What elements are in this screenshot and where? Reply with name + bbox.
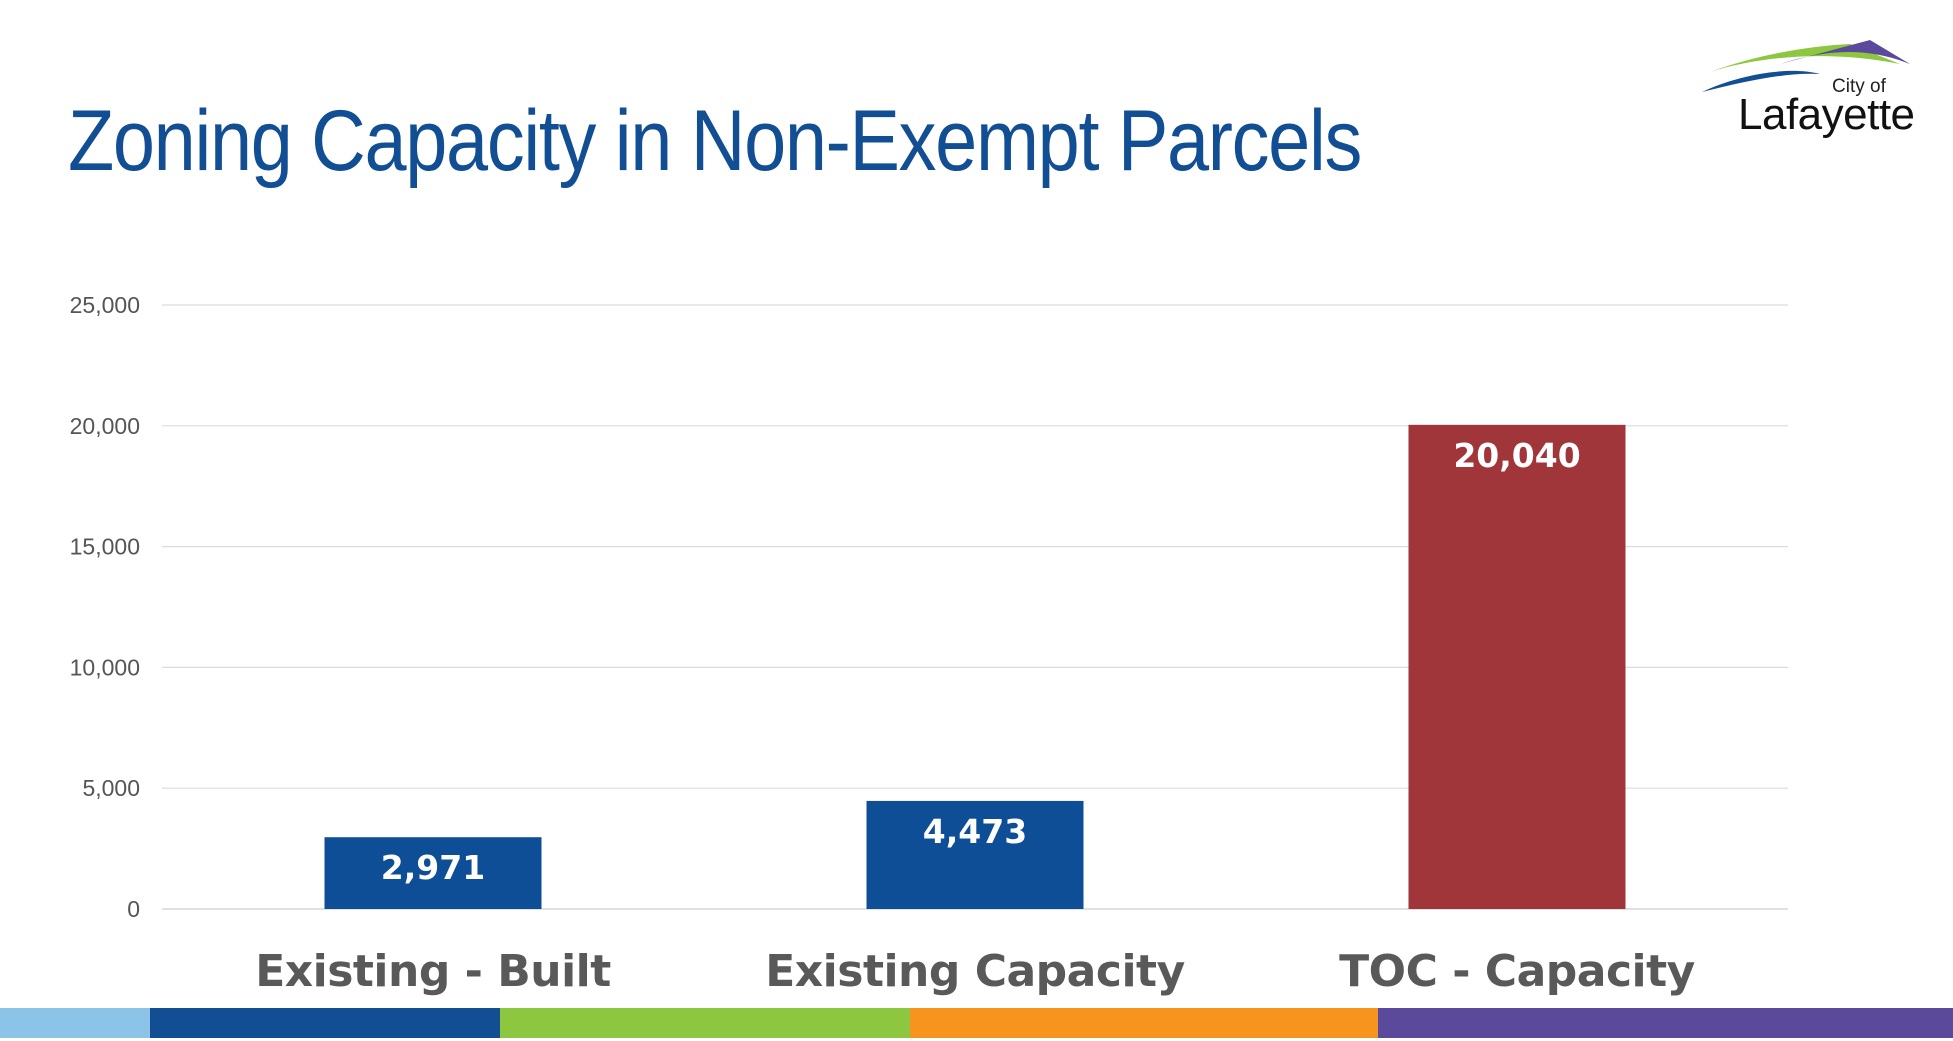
slide-title: Zoning Capacity in Non-Exempt Parcels [68, 93, 1362, 189]
bar [1408, 424, 1626, 909]
x-category-label: Existing Capacity [765, 946, 1185, 997]
footer-color-segment [1378, 1008, 1953, 1038]
logo-big-text: Lafayette [1738, 90, 1915, 139]
footer-color-segment [910, 1008, 1378, 1038]
y-tick-label: 0 [127, 896, 140, 922]
logo-swoosh-icon [1702, 40, 1910, 92]
bar [866, 800, 1084, 909]
x-category-label: TOC - Capacity [1339, 946, 1695, 997]
x-category-label: Existing - Built [255, 946, 611, 997]
footer-color-segment [0, 1008, 150, 1038]
city-logo: City of Lafayette [1700, 34, 1930, 144]
bar [324, 837, 542, 909]
footer-color-segment [150, 1008, 500, 1038]
y-tick-label: 25,000 [70, 292, 140, 318]
footer-color-bar [0, 1008, 1953, 1038]
data-label: 20,040 [1453, 436, 1580, 475]
logo-small-text: City of [1832, 76, 1886, 97]
data-label: 4,473 [923, 812, 1027, 851]
y-tick-label: 10,000 [70, 654, 140, 680]
footer-color-segment [500, 1008, 910, 1038]
data-label: 2,971 [381, 848, 485, 887]
y-tick-label: 20,000 [70, 413, 140, 439]
y-tick-label: 15,000 [70, 534, 140, 560]
y-tick-label: 5,000 [82, 775, 140, 801]
